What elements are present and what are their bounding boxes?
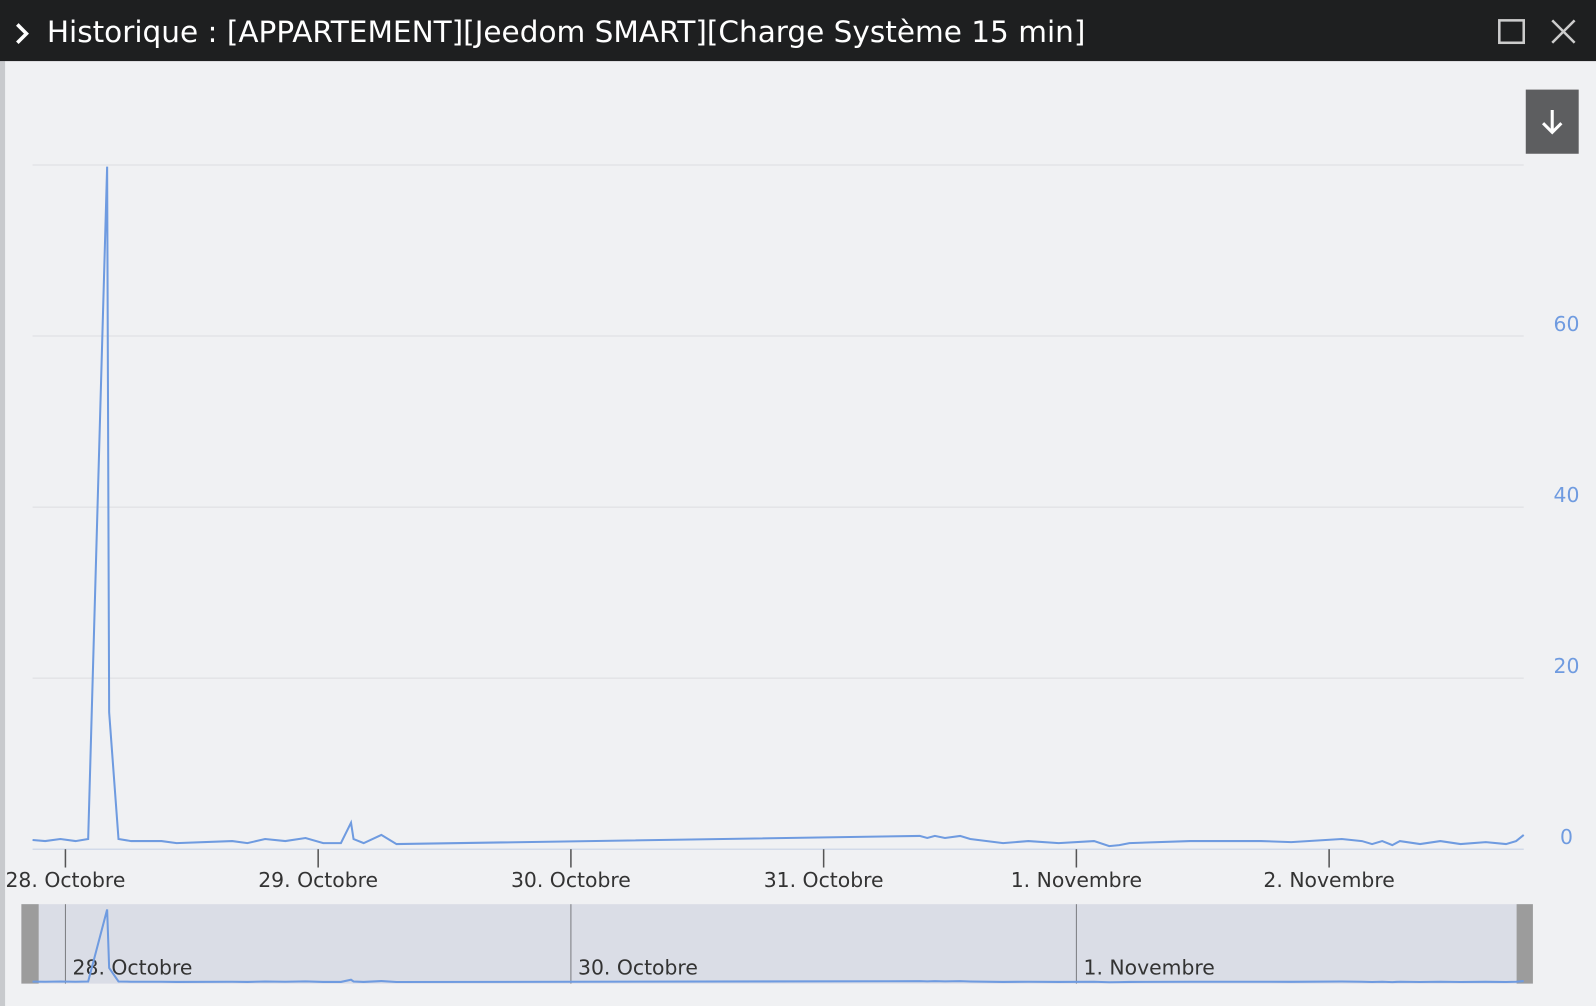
download-icon[interactable] [1541,109,1563,135]
x-tick-label: 28. Octobre [5,868,125,892]
navigator-line [32,909,1524,984]
navigator-handle-right[interactable] [1516,904,1533,984]
close-button[interactable] [1551,19,1576,44]
collapse-icon[interactable] [16,23,29,45]
navigator-window[interactable] [21,904,1533,984]
title-bar [0,0,1596,62]
maximize-button[interactable] [1498,19,1526,45]
y-tick-label: 40 [1554,483,1580,507]
series-line [32,166,1525,848]
x-tick-label: 2. Novembre [1263,868,1394,892]
x-tick-label: 30. Octobre [511,868,631,892]
x-tick-label: 1. Novembre [1011,868,1142,892]
y-tick-label: 20 [1554,654,1580,678]
download-button[interactable] [1525,89,1579,154]
y-tick-label: 0 [1560,825,1573,849]
x-tick-label: 31. Octobre [764,868,884,892]
navigator-label: 1. Novembre [1084,955,1215,979]
x-tick-label: 29. Octobre [258,868,378,892]
navigator-handle-left[interactable] [21,904,39,984]
modal-title: Historique : [APPARTEMENT][Jeedom SMART]… [47,15,1086,49]
y-tick-label: 60 [1554,312,1580,336]
background-edge [0,61,6,1006]
navigator-label: 30. Octobre [578,955,698,979]
